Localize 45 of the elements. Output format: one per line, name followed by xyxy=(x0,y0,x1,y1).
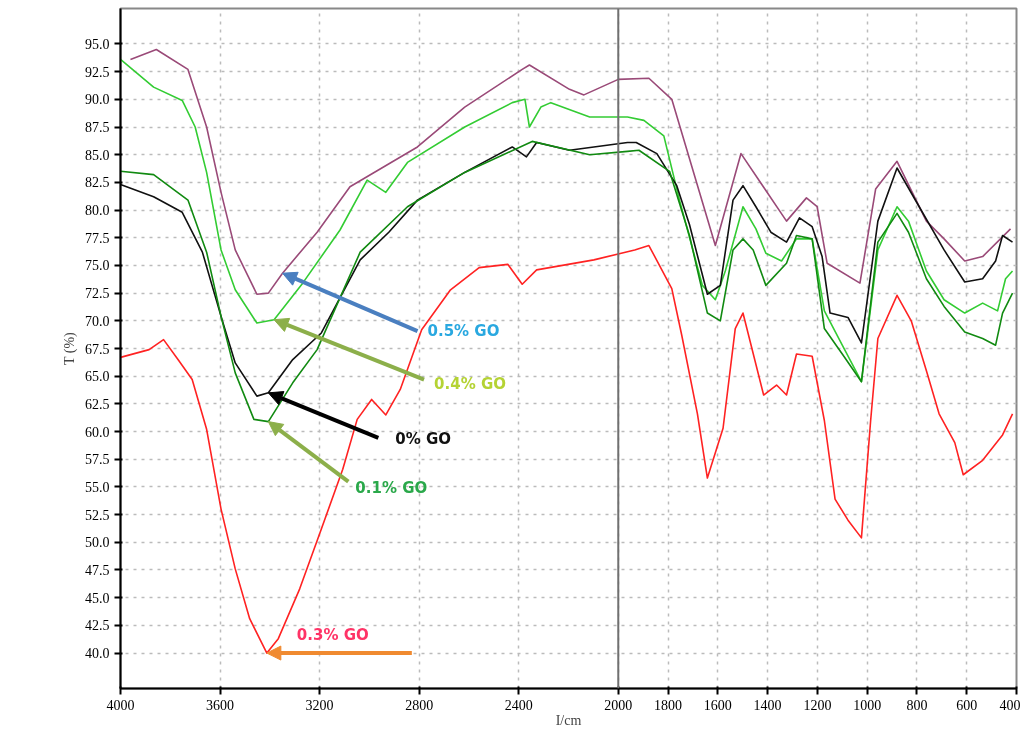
annotation: 0.4% GO xyxy=(434,374,506,393)
y-tick-label: 80.0 xyxy=(85,203,110,219)
y-tick-label: 42.5 xyxy=(85,618,110,634)
y-tick-label: 60.0 xyxy=(85,424,110,440)
y-tick-label: 50.0 xyxy=(85,535,110,551)
x-tick-label: 4000 xyxy=(106,697,135,713)
x-tick-label: 400 xyxy=(999,697,1020,713)
y-tick-label: 40.0 xyxy=(85,646,110,662)
x-tick-label: 600 xyxy=(956,697,978,713)
y-tick-label: 85.0 xyxy=(85,147,110,163)
x-tick-label: 1600 xyxy=(703,697,732,713)
x-tick-label: 1800 xyxy=(654,697,683,713)
y-tick-label: 57.5 xyxy=(85,452,110,468)
x-tick-label: 2000 xyxy=(604,697,633,713)
y-tick-label: 67.5 xyxy=(85,341,110,357)
y-tick-label: 65.0 xyxy=(85,369,110,385)
x-tick-label: 2400 xyxy=(504,697,533,713)
y-tick-label: 52.5 xyxy=(85,507,110,523)
y-tick-label: 70.0 xyxy=(85,313,110,329)
y-tick-label: 82.5 xyxy=(85,175,110,191)
y-tick-label: 72.5 xyxy=(85,286,110,302)
y-tick-label: 92.5 xyxy=(85,64,110,80)
x-tick-label: 800 xyxy=(906,697,928,713)
y-axis-title: T (%) xyxy=(62,331,78,366)
line-series xyxy=(129,48,1012,296)
y-tick-label: 95.0 xyxy=(85,36,110,52)
x-tick-label: 1000 xyxy=(853,697,882,713)
annotation: 0.3% GO xyxy=(296,626,369,645)
annotation: 0.5% GO xyxy=(427,322,500,341)
y-tick-label: 75.0 xyxy=(85,258,110,274)
y-tick-label: 45.0 xyxy=(85,590,110,606)
x-tick-label: 3200 xyxy=(305,697,334,713)
x-tick-label: 2800 xyxy=(405,697,434,713)
y-tick-label: 90.0 xyxy=(85,92,110,108)
y-tick-label: 87.5 xyxy=(85,120,110,135)
annotation: 0.1% GO xyxy=(355,478,428,497)
y-tick-label: 62.5 xyxy=(85,396,110,412)
x-tick-label: 1200 xyxy=(803,697,832,713)
annotation: 0% GO xyxy=(395,429,452,448)
x-tick-label: 3600 xyxy=(206,697,235,713)
x-tick-label: 1400 xyxy=(753,697,782,713)
y-tick-label: 77.5 xyxy=(85,230,110,246)
x-axis-title: I/cm xyxy=(555,712,582,728)
y-tick-label: 55.0 xyxy=(85,479,110,495)
y-tick-label: 47.5 xyxy=(85,563,110,578)
